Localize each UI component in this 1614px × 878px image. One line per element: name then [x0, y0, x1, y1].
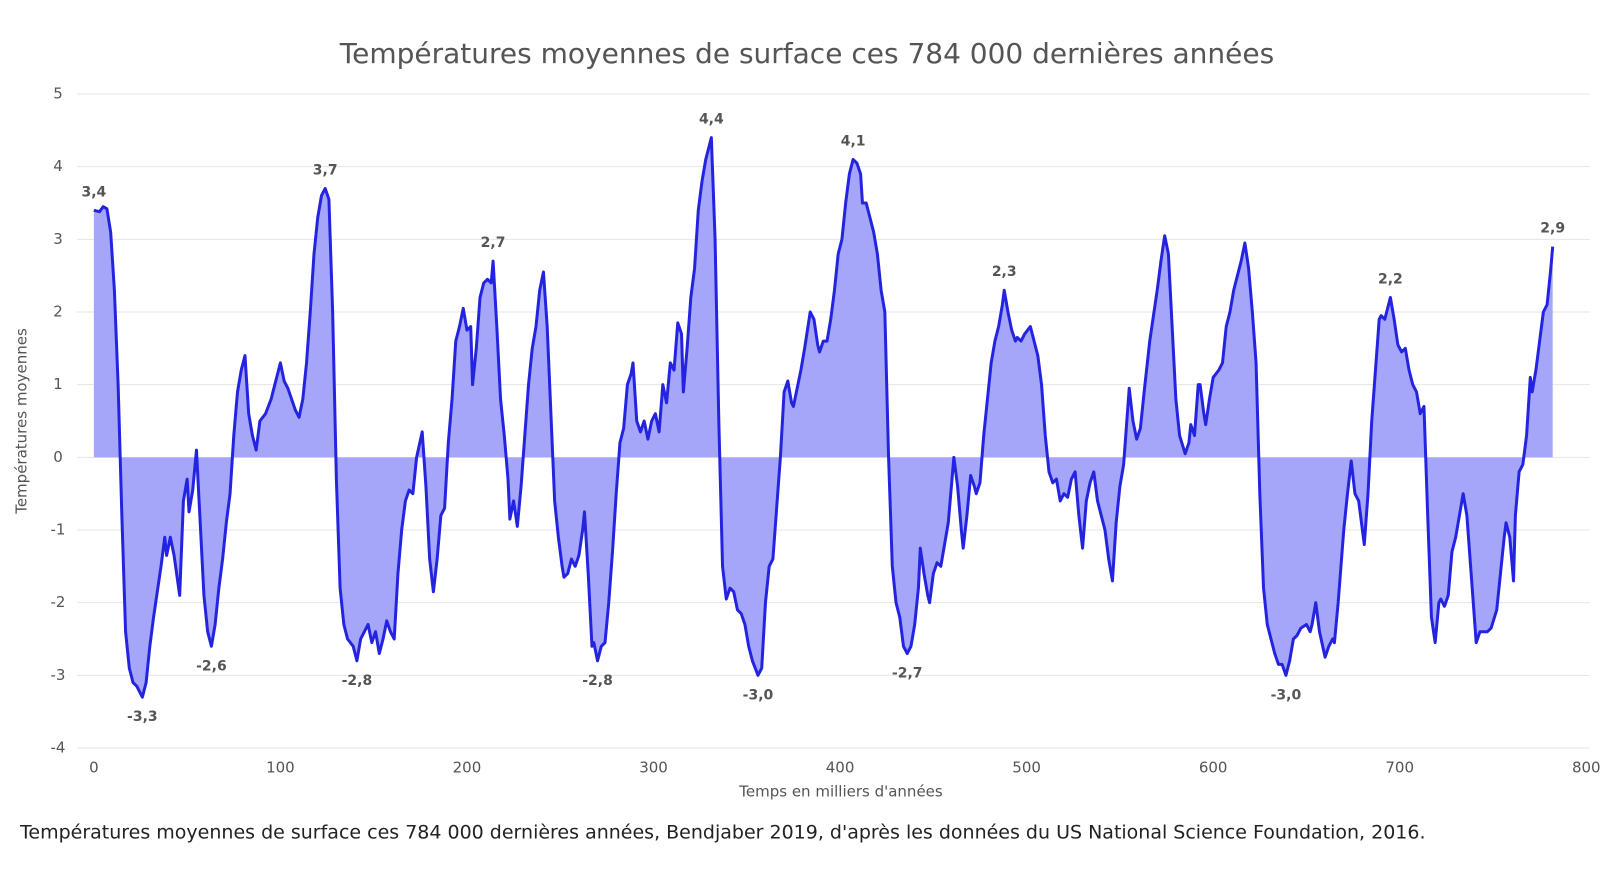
- y-tick-label: 1: [53, 375, 63, 393]
- y-tick-label: -2: [51, 593, 66, 611]
- y-axis-label: Températures moyennes: [13, 328, 31, 515]
- x-tick-label: 700: [1385, 759, 1414, 777]
- x-tick-label: 400: [826, 759, 855, 777]
- x-axis-label: Temps en milliers d'années: [738, 783, 943, 801]
- data-label: -2,8: [342, 673, 373, 689]
- x-tick-label: 800: [1572, 759, 1601, 777]
- x-tick-label: 300: [639, 759, 668, 777]
- data-label: -3,0: [1271, 687, 1302, 703]
- data-label: 2,3: [992, 264, 1017, 280]
- y-tick-label: -4: [51, 739, 66, 757]
- y-tick-label: 2: [53, 303, 63, 321]
- line: [93, 136, 1555, 699]
- area-fill: [93, 137, 1553, 698]
- caption: Températures moyennes de surface ces 784…: [19, 822, 1426, 844]
- data-label: 3,7: [313, 162, 338, 178]
- y-tick-label: -3: [51, 666, 66, 684]
- data-label: -2,6: [196, 658, 227, 674]
- x-tick-label: 600: [1199, 759, 1228, 777]
- data-label: 2,2: [1378, 271, 1403, 287]
- y-tick-label: 5: [53, 85, 63, 103]
- y-tick-label: 0: [53, 448, 63, 466]
- data-label: 3,4: [81, 184, 106, 200]
- data-label: -3,0: [743, 687, 774, 703]
- data-label: 4,4: [699, 112, 724, 128]
- data-label: -2,8: [582, 673, 613, 689]
- data-label: 2,9: [1540, 221, 1565, 237]
- x-tick-label: 200: [453, 759, 482, 777]
- data-label: 2,7: [481, 235, 506, 251]
- x-tick-label: 0: [89, 759, 99, 777]
- chart-title: Températures moyennes de surface ces 784…: [339, 37, 1274, 70]
- y-tick-label: 4: [53, 157, 63, 175]
- data-label: -3,3: [127, 709, 158, 725]
- data-label: 4,1: [841, 133, 866, 149]
- data-label: -2,7: [892, 666, 923, 682]
- x-tick-label: 500: [1012, 759, 1041, 777]
- y-tick-label: -1: [51, 521, 66, 539]
- y-tick-label: 3: [53, 230, 63, 248]
- x-tick-label: 100: [266, 759, 295, 777]
